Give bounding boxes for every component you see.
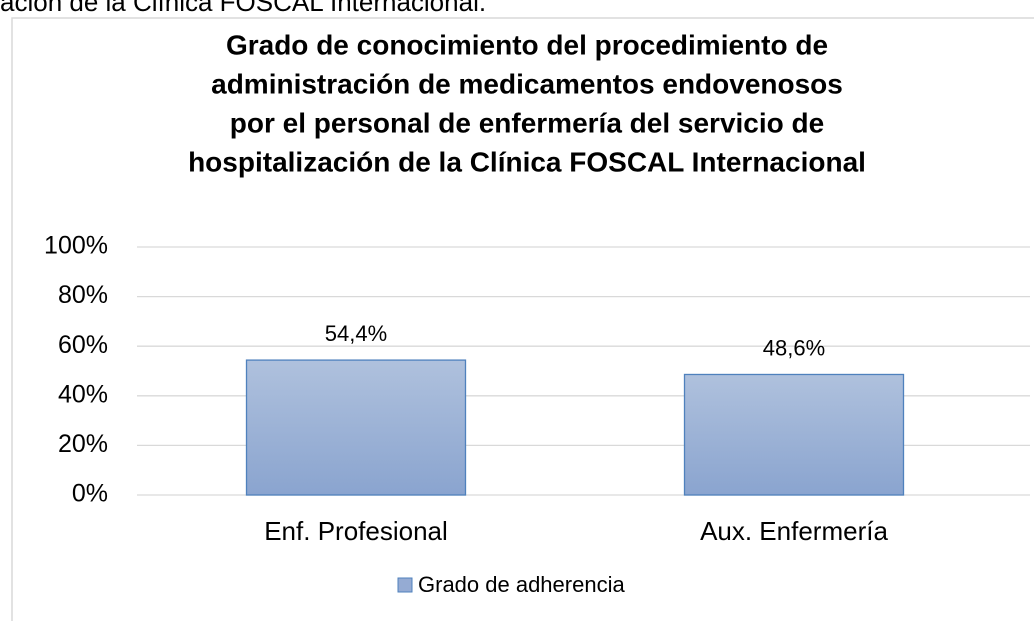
data-label: 48,6% [763,335,825,360]
chart-title: hospitalización de la Clínica FOSCAL Int… [188,146,866,177]
caption: ación de la Clínica FOSCAL Internacional… [0,0,486,17]
chart-title: por el personal de enfermería del servic… [230,107,824,138]
y-tick-label: 0% [72,480,108,508]
y-tick-label: 80% [58,281,108,309]
x-tick-label: Aux. Enfermería [700,516,888,546]
chart-title: administración de medicamentos endovenos… [211,68,843,99]
chart-border [11,17,1034,621]
bar [683,373,905,496]
y-tick-label: 20% [58,430,108,458]
y-tick-label: 40% [58,380,108,408]
legend-label: Grado de adherencia [418,572,625,597]
y-tick-label: 100% [44,232,108,260]
x-tick-label: Enf. Profesional [264,516,448,546]
chart-title: Grado de conocimiento del procedimiento … [226,29,828,60]
y-tick-label: 60% [58,331,108,359]
data-label: 54,4% [325,321,387,346]
bar [245,359,467,496]
legend-swatch [397,577,413,593]
